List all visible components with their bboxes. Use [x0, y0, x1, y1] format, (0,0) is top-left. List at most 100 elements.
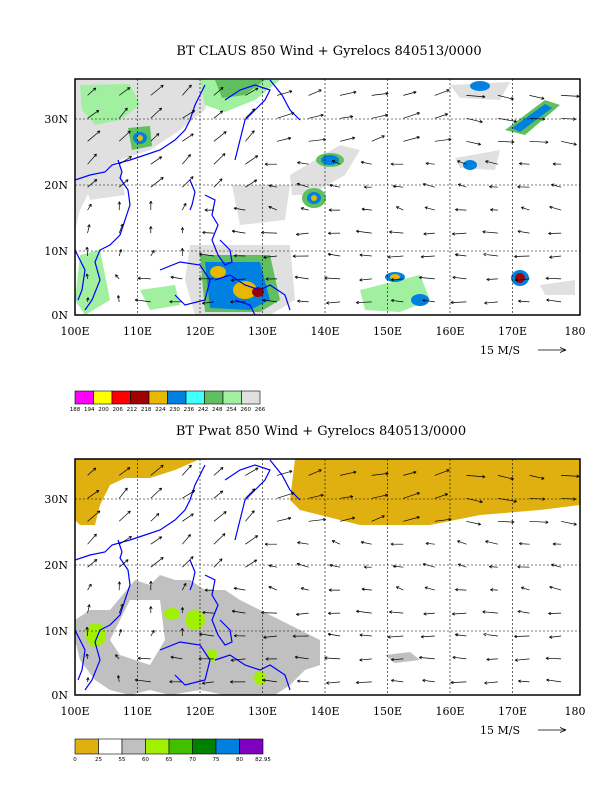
wind-vector	[482, 610, 498, 614]
wind-vector	[514, 658, 530, 662]
wind-vector	[294, 275, 309, 280]
wind-vector	[180, 247, 184, 256]
x-tick-label: 180	[565, 325, 586, 338]
map-area	[75, 79, 580, 315]
wind-vector	[181, 582, 187, 591]
y-tick-label: 0N	[51, 689, 68, 702]
wind-vector	[403, 470, 417, 476]
wind-vector	[483, 632, 498, 637]
wind-vector	[263, 635, 278, 639]
wind-vector	[356, 609, 372, 614]
wind-vector	[517, 565, 530, 569]
wind-vector	[180, 627, 184, 636]
wind-vector	[326, 681, 341, 685]
wind-vector	[466, 497, 483, 504]
wind-vector	[233, 634, 246, 638]
wind-vector	[137, 276, 151, 281]
wind-vector	[340, 470, 357, 476]
wind-vector	[150, 629, 155, 637]
panel-claus: BT CLAUS 850 Wind + Gyrelocs 840513/0000	[44, 44, 585, 413]
wind-vector	[360, 540, 372, 545]
colorbar-label: 260	[241, 407, 252, 413]
wind-vector	[450, 680, 467, 685]
wind-vector	[134, 298, 151, 303]
wind-vector	[340, 516, 356, 522]
wind-vector	[359, 658, 372, 662]
wind-vector	[117, 581, 122, 591]
wind-vector	[170, 275, 183, 280]
wind-vector	[434, 113, 449, 119]
wind-vector	[546, 678, 562, 683]
wind-vector	[182, 464, 192, 476]
wind-vector	[199, 632, 214, 637]
wind-vector	[308, 493, 324, 499]
wind-vector	[86, 677, 90, 682]
wind-vector	[331, 540, 341, 545]
wind-vector	[296, 232, 309, 236]
wind-vector	[182, 84, 192, 96]
wind-vector	[424, 206, 435, 211]
wind-vector	[230, 680, 246, 684]
wind-vector	[392, 564, 404, 568]
wind-vector	[87, 510, 101, 522]
wind-vector	[268, 205, 278, 211]
wind-vector	[518, 299, 530, 303]
wind-vector	[490, 208, 498, 212]
wind-vector	[262, 298, 278, 303]
wind-vector	[457, 160, 467, 165]
wind-vector	[450, 300, 467, 305]
wind-vector	[391, 678, 404, 683]
wind-vector	[118, 510, 131, 522]
wind-vector	[308, 517, 326, 522]
wind-vector	[86, 297, 90, 302]
wind-vector	[391, 298, 404, 303]
wind-vector	[199, 252, 214, 257]
x-axis-labels: 100E 110E 120E 130E 140E 150E 160E 170E …	[60, 325, 585, 338]
wind-vector	[118, 467, 131, 476]
wind-vector	[276, 112, 295, 119]
wind-vector	[517, 609, 530, 614]
wind-vector	[489, 185, 498, 189]
colorbar-swatch	[239, 738, 264, 755]
wind-vector	[403, 90, 417, 96]
wind-vector	[355, 680, 372, 685]
wind-vector	[529, 520, 549, 524]
wind-vector	[230, 658, 246, 662]
wind-vector	[389, 230, 404, 234]
colorbar-swatch	[111, 390, 131, 405]
wind-vector	[455, 588, 467, 592]
colorbar-swatch	[74, 738, 99, 755]
wind-vector	[118, 223, 124, 234]
wind-vector	[261, 610, 278, 615]
x-tick-label: 170E	[498, 705, 527, 718]
wind-vector	[520, 206, 530, 211]
wind-vector	[149, 226, 153, 234]
wind-vector	[245, 559, 258, 568]
x-tick-label: 140E	[310, 325, 339, 338]
wind-vector	[489, 565, 498, 569]
wind-vector	[87, 87, 97, 96]
wind-vector	[116, 675, 121, 682]
x-tick-label: 100E	[60, 325, 89, 338]
wind-vector	[276, 516, 292, 522]
wind-vector	[182, 556, 194, 568]
wind-vector	[118, 179, 129, 188]
wind-vector	[497, 520, 515, 524]
wind-vector	[328, 611, 341, 615]
wind-vector	[454, 253, 467, 257]
wind-vector	[561, 474, 580, 478]
wind-vector	[561, 497, 576, 501]
wind-vector	[552, 542, 562, 546]
wind-vector	[117, 201, 122, 211]
wind-vector	[548, 611, 562, 616]
wind-vector	[327, 252, 341, 257]
y-axis-labels: 0N 10N 20N 30N	[44, 493, 68, 702]
colorbar-swatch	[93, 390, 113, 405]
wind-vector	[552, 162, 562, 166]
colorbar-label: 230	[169, 407, 180, 413]
wind-vector	[245, 488, 256, 499]
wind-vector	[170, 655, 183, 660]
wind-vector	[387, 635, 404, 639]
pwat-shading	[75, 459, 580, 695]
colorbar-swatch	[215, 738, 240, 755]
